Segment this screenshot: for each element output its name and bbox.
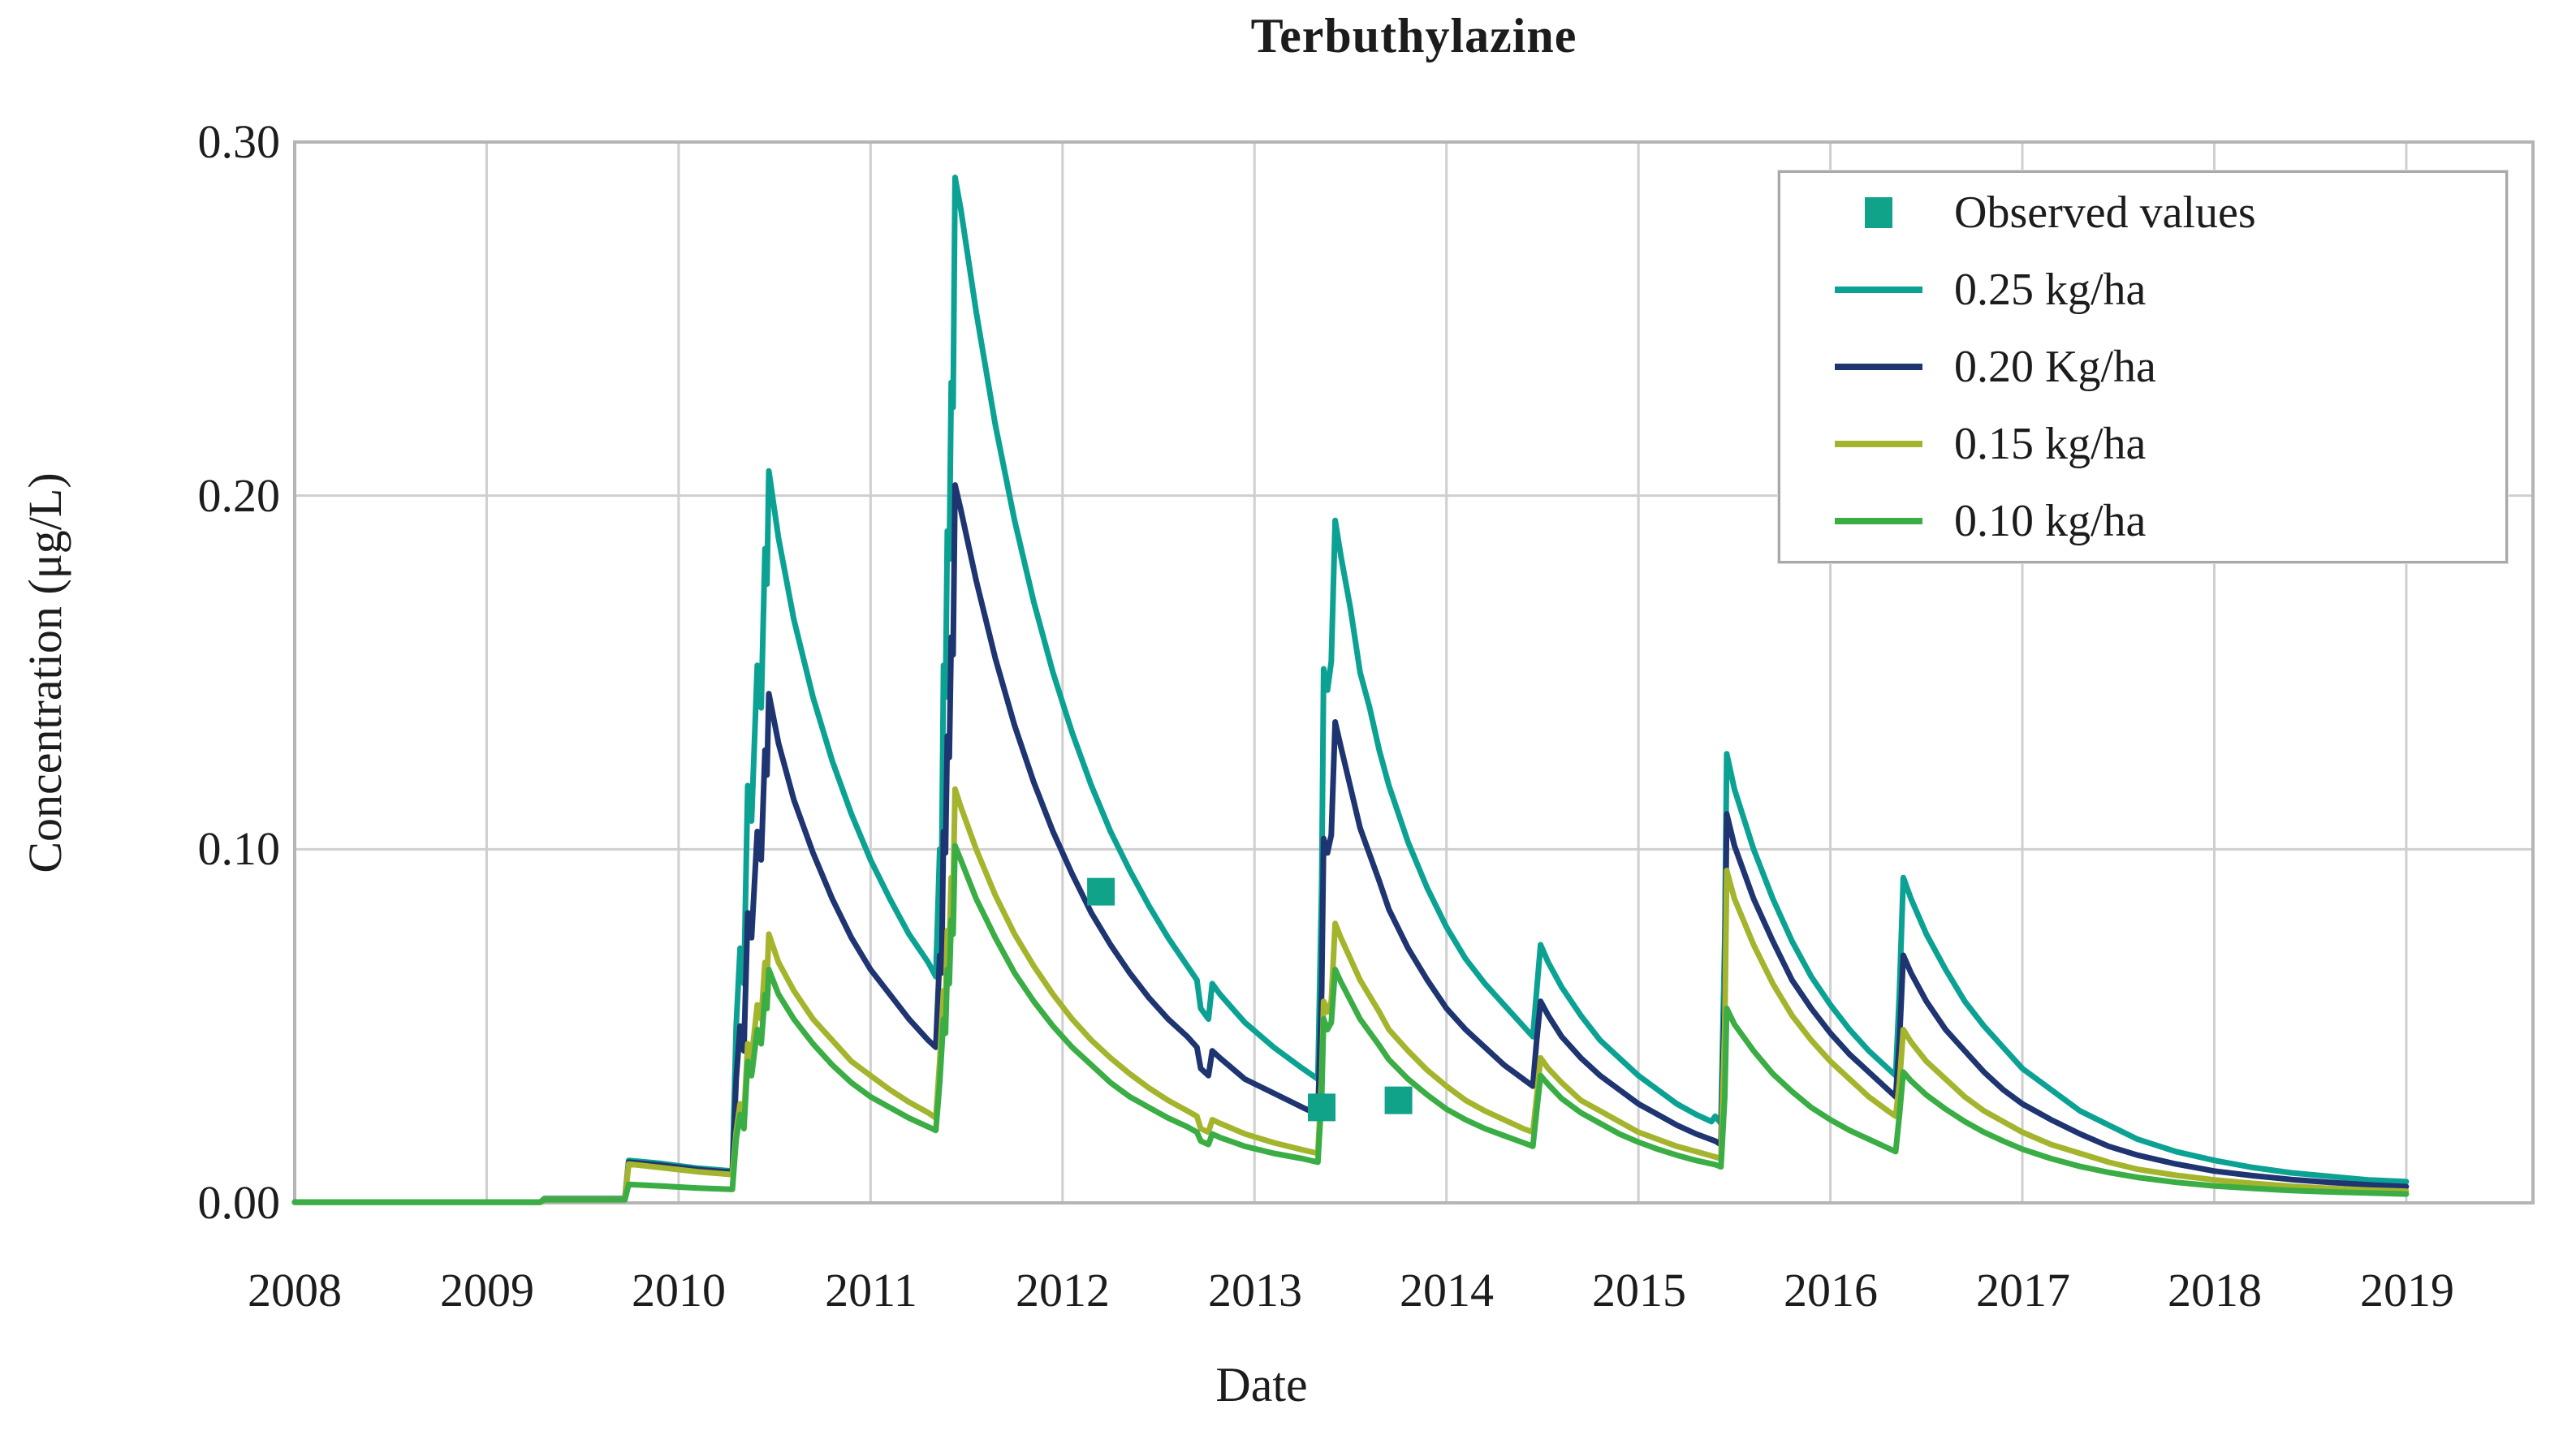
x-tick-2013: 2013 (1208, 1264, 1302, 1316)
observed-marker-3 (1384, 1086, 1413, 1114)
y-tick-0.10: 0.10 (197, 822, 281, 875)
series-line-0-20-kg-ha (291, 482, 2410, 1205)
series-line-0-10-kg-ha (291, 842, 2410, 1205)
observed-marker-2 (1308, 1093, 1336, 1122)
legend-entry-010: 0.10 kg/ha (1831, 483, 2505, 560)
x-tick-2010: 2010 (632, 1264, 726, 1316)
line-swatch-025 (1835, 287, 1922, 293)
series-line-0-25-kg-ha (291, 175, 2410, 1205)
x-tick-2009: 2009 (440, 1264, 534, 1316)
y-axis-title: Concentration (μg/L) (19, 472, 71, 873)
legend-label-010: 0.10 kg/ha (1954, 496, 2147, 546)
legend-swatch-cell (1831, 518, 1927, 524)
line-swatch-015 (1835, 441, 1922, 447)
legend-swatch-cell (1831, 441, 1927, 447)
y-tick-0.30: 0.30 (197, 115, 281, 168)
line-swatch-010 (1835, 518, 1922, 524)
x-tick-2017: 2017 (1976, 1264, 2070, 1316)
chart-title: Terbuthylazine (1250, 9, 1577, 62)
x-tick-2016: 2016 (1784, 1264, 1878, 1316)
legend: Observed values 0.25 kg/ha 0.20 Kg/ha 0.… (1778, 170, 2508, 563)
x-tick-2019: 2019 (2360, 1264, 2454, 1316)
line-swatch-020 (1835, 364, 1922, 370)
x-tick-2011: 2011 (825, 1264, 917, 1316)
plot-frame (293, 140, 2535, 1204)
observed-marker-1 (1087, 877, 1115, 906)
y-tick-0.00: 0.00 (197, 1176, 281, 1229)
legend-swatch-cell (1831, 287, 1927, 293)
legend-swatch-cell (1831, 197, 1927, 228)
x-axis-title: Date (1215, 1358, 1308, 1411)
legend-entry-015: 0.15 kg/ha (1831, 406, 2505, 483)
legend-entry-observed: Observed values (1831, 175, 2505, 252)
x-tick-2015: 2015 (1592, 1264, 1686, 1316)
legend-entry-025: 0.25 kg/ha (1831, 252, 2505, 329)
legend-label-020: 0.20 Kg/ha (1954, 342, 2156, 392)
series-line-0-15-kg-ha (291, 786, 2410, 1205)
y-tick-0.20: 0.20 (197, 469, 281, 522)
observed-square-swatch (1865, 197, 1892, 228)
legend-entry-020: 0.20 Kg/ha (1831, 329, 2505, 406)
x-tick-2018: 2018 (2168, 1264, 2262, 1316)
x-tick-2012: 2012 (1016, 1264, 1110, 1316)
x-tick-2014: 2014 (1400, 1264, 1494, 1316)
legend-label-025: 0.25 kg/ha (1954, 265, 2147, 315)
x-tick-2008: 2008 (248, 1264, 342, 1316)
legend-label-015: 0.15 kg/ha (1954, 419, 2147, 469)
legend-label-observed: Observed values (1954, 187, 2256, 238)
legend-swatch-cell (1831, 364, 1927, 370)
